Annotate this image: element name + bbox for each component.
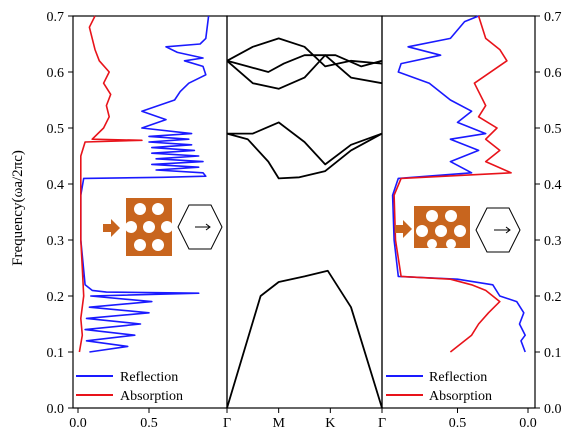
left-inset	[103, 198, 223, 256]
band-x-tick-label: Γ	[223, 416, 231, 430]
band-x-tick-label: K	[325, 416, 335, 430]
band-frame	[226, 15, 383, 409]
right-absorption-line	[393, 15, 512, 353]
y-tick-label-right: 0.7	[544, 10, 562, 25]
lattice-holes-left	[125, 203, 173, 251]
y-tick-label-right: 0.4	[544, 178, 562, 193]
legend-left: Reflection Absorption	[76, 370, 183, 404]
incidence-arrow-left	[103, 219, 120, 237]
lattice-holes-right	[416, 210, 466, 249]
legend-right: Reflection Absorption	[386, 370, 492, 404]
left-x-tick-label: 0.5	[140, 416, 158, 430]
right-reflection-line	[391, 15, 526, 353]
band-line-4	[226, 54, 383, 90]
y-tick-label-right: 0.1	[544, 346, 562, 361]
y-tick-label-right: 0.2	[544, 290, 562, 305]
right-spectrum-panel: 0.5 0.0	[381, 15, 537, 430]
right-frame	[381, 15, 536, 409]
right-inset	[395, 206, 521, 253]
y-tick-label-right: 0.5	[544, 122, 562, 137]
y-tick-label-left: 0.0	[47, 402, 65, 417]
y-tick-label-left: 0.1	[47, 346, 65, 361]
left-absorption-line	[78, 15, 143, 353]
y-tick-label-left: 0.2	[47, 290, 65, 305]
left-reflection-line	[80, 15, 210, 353]
legend-left-reflection: Reflection	[120, 370, 178, 385]
band-x-tick-label: Γ	[378, 416, 386, 430]
y-axis-left: 0.0 0.1 0.2 0.3 0.4 0.5 0.6 0.7	[47, 10, 73, 417]
left-x-tick-label: 0.0	[69, 416, 87, 430]
y-axis-right: 0.0 0.1 0.2 0.3 0.4 0.5 0.6 0.7	[535, 10, 562, 417]
band-line-2	[226, 132, 383, 180]
band-line-1	[226, 269, 383, 409]
band-line-5	[226, 37, 383, 68]
band-line-6	[226, 54, 383, 73]
y-tick-label-left: 0.6	[47, 66, 65, 81]
y-tick-label-right: 0.6	[544, 66, 562, 81]
right-x-tick-label: 0.5	[449, 416, 467, 430]
incidence-arrow-right	[395, 220, 412, 238]
band-line-3	[227, 121, 383, 166]
y-tick-label-left: 0.7	[47, 10, 65, 25]
right-x-tick-label: 0.0	[519, 416, 537, 430]
legend-left-absorption: Absorption	[120, 389, 183, 404]
y-tick-label-left: 0.4	[47, 178, 65, 193]
direction-arrow-right	[494, 226, 511, 234]
y-axis-title: Frequency(ωa/2πc)	[10, 150, 26, 266]
legend-right-reflection: Reflection	[429, 370, 487, 385]
y-tick-label-left: 0.5	[47, 122, 65, 137]
direction-arrow-left	[195, 223, 211, 231]
y-tick-label-left: 0.3	[47, 234, 65, 249]
y-tick-label-right: 0.3	[544, 234, 562, 249]
band-x-tick-label: M	[272, 416, 285, 430]
y-tick-label-right: 0.0	[544, 402, 562, 417]
legend-right-absorption: Absorption	[429, 389, 492, 404]
